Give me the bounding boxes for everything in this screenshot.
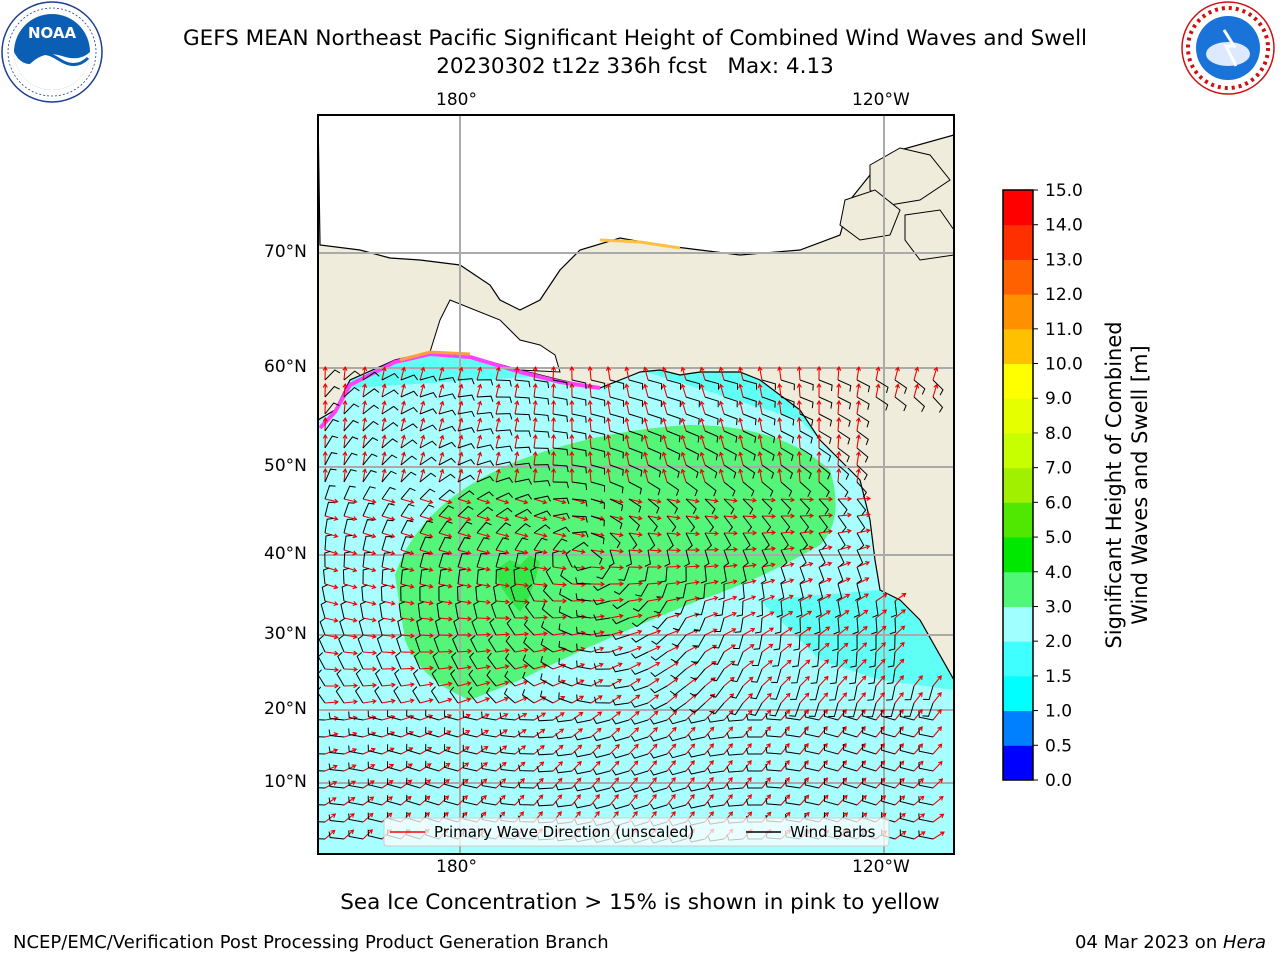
colorbar-tick-label: 14.0 [1045,216,1083,236]
colorbar-title-line2: Wind Waves and Swell [m] [1128,345,1152,625]
map-subtitle: 20230302 t12z 336h fcst Max: 4.13 [436,54,834,79]
lon-label-bottom-180: 180° [436,857,477,877]
colorbar-tick-label: 7.0 [1045,459,1072,479]
colorbar-tick-label: 2.0 [1045,632,1072,652]
credit-date-text: 04 Mar 2023 on [1074,932,1223,953]
map-legend: Primary Wave Direction (unscaled) Wind B… [383,817,890,847]
colorbar-swatch [1003,502,1033,538]
lon-label-bottom-120w: 120°W [852,857,910,877]
sea-ice-note: Sea Ice Concentration > 15% is shown in … [340,890,940,915]
credit-date: 04 Mar 2023 on Hera [1075,932,1266,953]
lon-label-top-120w: 120°W [852,90,910,110]
colorbar-swatch [1003,606,1033,642]
colorbar-swatch [1003,259,1033,295]
colorbar-swatch [1003,745,1033,781]
lat-label-50n: 50°N [264,456,307,476]
noaa-logo-text: NOAA [28,24,77,42]
lat-label-30n: 30°N [264,624,307,644]
legend-barb-label: Wind Barbs [790,823,876,841]
colorbar: 0.0 0.5 1.0 1.5 2.0 3.0 4.0 5.0 6.0 7.0 8.0 9.0 10.0… [1002,181,1083,790]
legend-wave-label: Primary Wave Direction (unscaled) [434,823,694,841]
colorbar-swatch [1003,432,1033,469]
colorbar-tick-label: 10.0 [1045,355,1083,375]
lat-label-40n: 40°N [264,544,307,564]
colorbar-tick-label: 1.0 [1045,702,1072,722]
colorbar-swatch [1003,224,1033,260]
map-title: GEFS MEAN Northeast Pacific Significant … [182,26,1088,51]
colorbar-tick-label: 15.0 [1045,181,1083,201]
colorbar-swatch [1003,190,1033,226]
lat-label-60n: 60°N [264,357,307,377]
map-frame [317,114,955,855]
colorbar-tick-label: 4.0 [1045,563,1072,583]
colorbar-swatch [1003,641,1033,677]
lon-label-top-180: 180° [436,90,477,110]
colorbar-tick-label: 3.0 [1045,597,1072,617]
wave-zone-3-4m [395,425,836,700]
credit-machine: Hera [1222,932,1266,953]
lat-label-10n: 10°N [264,772,307,792]
colorbar-title-line1: Significant Height of Combined [1102,321,1126,648]
colorbar-swatch [1003,675,1033,712]
colorbar-tick-label: 1.5 [1045,667,1072,687]
colorbar-title: Significant Height of Combined Wind Wave… [1102,321,1152,648]
colorbar-frame [1002,189,1034,781]
colorbar-swatch [1003,363,1033,399]
colorbar-swatch [1003,328,1033,365]
lat-label-20n: 20°N [264,699,307,719]
colorbar-tick-label: 8.0 [1045,424,1072,444]
colorbar-swatch [1003,467,1033,503]
colorbar-swatch [1003,710,1033,746]
colorbar-tick-label: 13.0 [1045,250,1083,270]
colorbar-tick-label: 5.0 [1045,528,1072,548]
lat-label-70n: 70°N [264,242,307,262]
nws-logo-icon [1181,1,1275,95]
noaa-logo-icon: NOAA [1,1,103,103]
colorbar-tick-label: 6.0 [1045,493,1072,513]
colorbar-tick-label: 11.0 [1045,320,1083,340]
colorbar-swatch [1003,294,1033,330]
colorbar-tick-label: 9.0 [1045,389,1072,409]
colorbar-tick-label: 0.5 [1045,736,1072,756]
colorbar-swatch [1003,571,1033,607]
colorbar-swatch [1003,398,1033,434]
colorbar-tick-label: 12.0 [1045,285,1083,305]
colorbar-tick-label: 0.0 [1045,771,1072,790]
colorbar-swatch [1003,537,1033,573]
credit-branch: NCEP/EMC/Verification Post Processing Pr… [13,932,609,953]
